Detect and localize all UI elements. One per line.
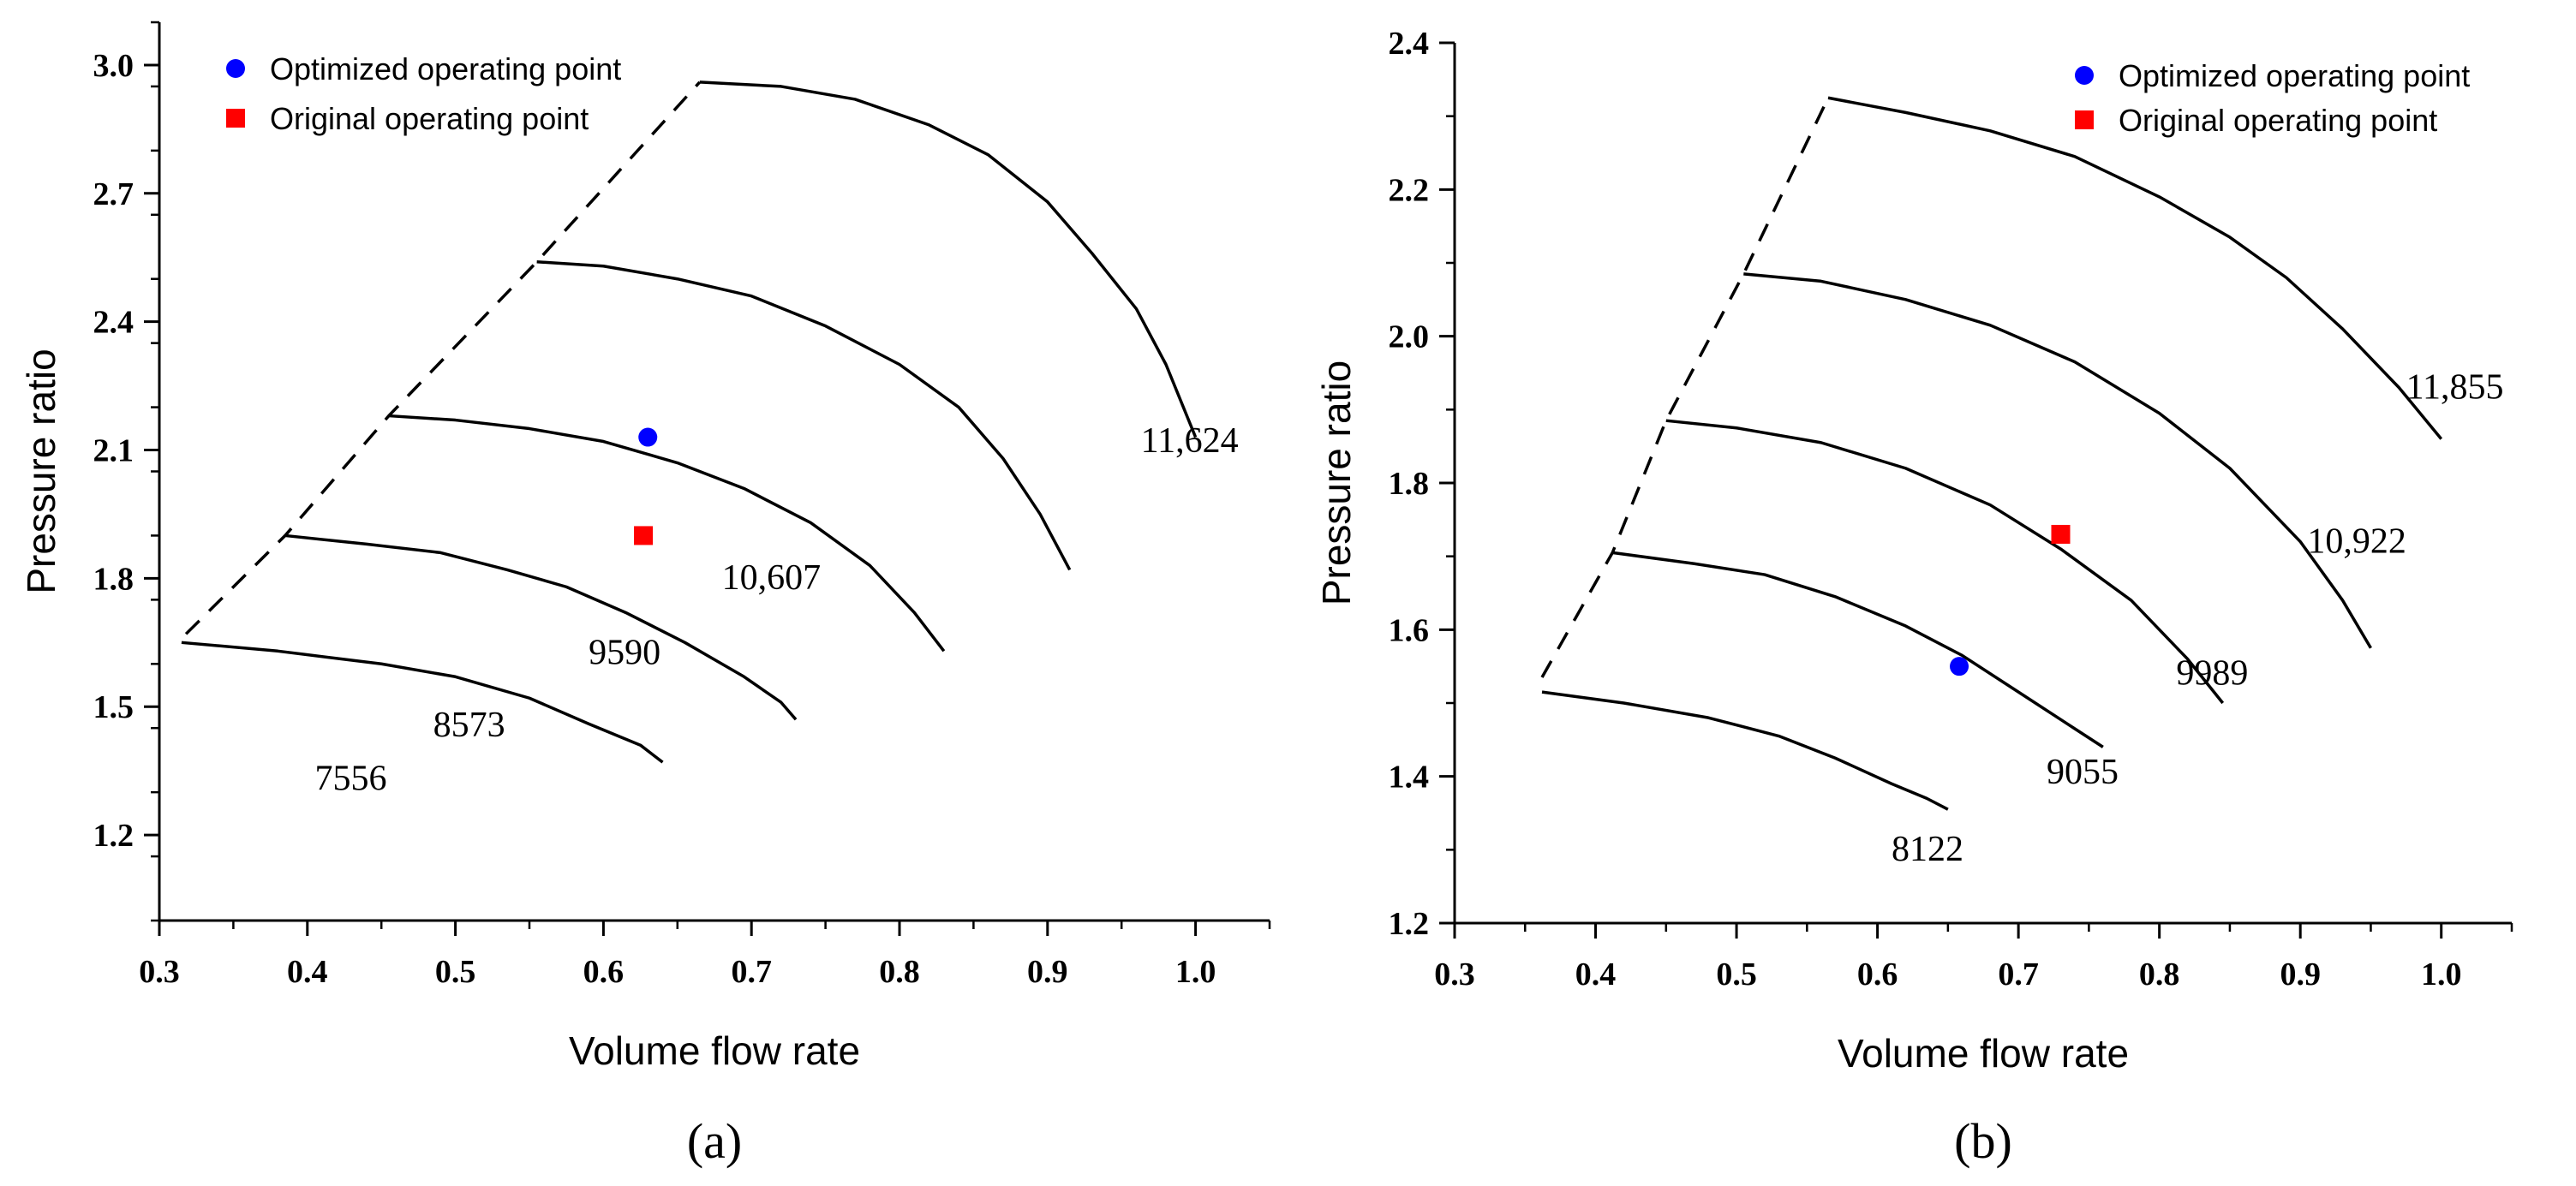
- x-tick-label: 0.8: [2139, 957, 2180, 992]
- panel-label-b: (b): [1954, 1113, 2012, 1169]
- y-axis-title: Pressure ratio: [1314, 361, 1359, 605]
- legend-label: Original operating point: [270, 101, 589, 136]
- x-tick-label: 0.6: [1857, 957, 1898, 992]
- y-tick-label: 1.2: [93, 818, 134, 854]
- y-tick-label: 2.4: [1389, 26, 1430, 62]
- speed-line-label: 9590: [589, 633, 660, 672]
- x-tick-label: 0.7: [1998, 957, 2039, 992]
- speed-line-label: 11,624: [1141, 421, 1239, 461]
- speed-line-label: 9989: [2176, 654, 2248, 694]
- surge-line: [1540, 97, 1830, 678]
- x-tick-label: 0.4: [287, 954, 328, 990]
- optimized-point-marker: [638, 427, 658, 447]
- legend-label: Optimized operating point: [2119, 58, 2470, 93]
- original-point-marker: [2051, 524, 2071, 544]
- speed-line-label: 9055: [2047, 753, 2119, 792]
- speed-line-9590: [388, 414, 946, 653]
- speed-line-7556: [181, 641, 664, 764]
- panel-label-a: (a): [687, 1113, 742, 1169]
- speed-line-label: 8573: [433, 706, 505, 745]
- legend-optimized-marker: [2075, 66, 2094, 85]
- x-tick-label: 0.3: [1434, 957, 1475, 992]
- surge-line: [184, 80, 702, 635]
- y-axis-title: Pressure ratio: [19, 349, 63, 593]
- speed-line-label: 11,855: [2406, 367, 2504, 407]
- y-tick-label: 1.6: [1389, 612, 1430, 648]
- x-tick-label: 0.6: [583, 954, 625, 990]
- original-point-marker: [634, 526, 654, 545]
- y-tick-label: 2.0: [1389, 319, 1430, 355]
- x-tick-label: 1.0: [2421, 957, 2462, 992]
- speed-line-11855: [1827, 96, 2443, 440]
- x-axis-title: Volume flow rate: [1838, 1031, 2129, 1076]
- x-tick-label: 0.4: [1575, 957, 1617, 992]
- y-tick-label: 2.7: [93, 176, 134, 212]
- x-tick-label: 0.7: [731, 954, 772, 990]
- speed-line-8573: [284, 533, 798, 721]
- speed-line-9989: [1665, 419, 2225, 705]
- x-tick-label: 0.9: [1027, 954, 1068, 990]
- x-tick-label: 1.0: [1175, 954, 1216, 990]
- y-tick-label: 1.2: [1389, 906, 1430, 942]
- y-tick-label: 1.8: [1389, 466, 1430, 502]
- y-tick-label: 2.2: [1389, 172, 1430, 208]
- speed-line-10922: [1743, 272, 2372, 649]
- x-axis-title: Volume flow rate: [569, 1028, 860, 1073]
- y-tick-label: 2.1: [93, 433, 134, 469]
- x-tick-label: 0.5: [435, 954, 476, 990]
- chart-panel-a: 0.3 0.4 0.5 0.6 0.7 0.8 0.9 1.0 1.2 1.5 1.8 2.1 2.4 2…: [19, 21, 1271, 1169]
- speed-line-10607: [536, 259, 1072, 571]
- legend-label: Original operating point: [2119, 103, 2437, 138]
- legend-optimized-marker: [226, 59, 245, 78]
- speed-line-8122: [1541, 690, 1949, 811]
- x-tick-label: 0.3: [139, 954, 180, 990]
- y-tick-label: 1.8: [93, 561, 134, 597]
- y-tick-label: 2.4: [93, 305, 134, 341]
- y-tick-label: 3.0: [93, 48, 134, 84]
- speed-line-label: 8122: [1892, 830, 1963, 869]
- speed-line-11624: [699, 80, 1198, 438]
- legend-original-marker: [2075, 110, 2094, 129]
- legend-original-marker: [226, 109, 245, 128]
- chart-panel-b: 0.3 0.4 0.5 0.6 0.7 0.8 0.9 1.0 1.2 1.4 1.6 1.8 2.0 2…: [1314, 26, 2513, 1169]
- speed-line-label: 7556: [314, 760, 386, 799]
- x-tick-label: 0.5: [1716, 957, 1757, 992]
- y-tick-label: 1.5: [93, 689, 134, 725]
- x-tick-label: 0.9: [2280, 957, 2321, 992]
- y-tick-label: 1.4: [1389, 760, 1430, 796]
- speed-line-label: 10,922: [2307, 521, 2406, 561]
- speed-line-9055: [1612, 551, 2104, 748]
- x-tick-label: 0.8: [879, 954, 920, 990]
- optimized-point-marker: [1950, 657, 1969, 676]
- legend-label: Optimized operating point: [270, 51, 621, 86]
- speed-line-label: 10,607: [722, 558, 822, 598]
